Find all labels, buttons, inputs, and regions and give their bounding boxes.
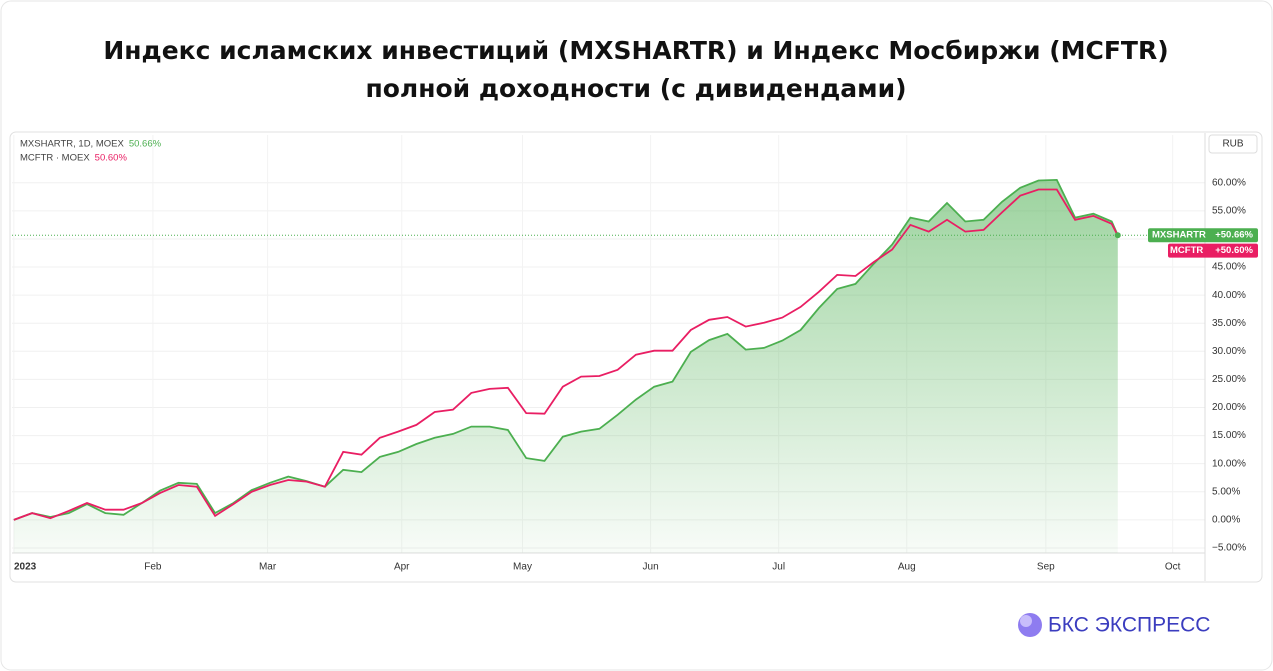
x-tick-label: 2023 [14,562,37,573]
legend-label: MCFTR · MOEX [20,153,90,164]
y-tick-label: 5.00% [1212,486,1240,497]
logo-text: БКС ЭКСПРЕСС [1048,614,1210,637]
y-tick-label: 55.00% [1212,205,1246,216]
series-line [13,178,1119,521]
x-tick-label: Jun [643,562,659,573]
y-tick-label: 40.00% [1212,290,1246,301]
price-tag [1168,243,1258,258]
price-tag-name: MXSHARTR [1152,230,1206,241]
y-tick-label: 20.00% [1212,402,1246,413]
x-tick-label: Oct [1165,562,1181,573]
logo-icon-highlight [1020,615,1032,627]
legend-label: MXSHARTR, 1D, MOEX [20,139,124,150]
title-line: Индекс исламских инвестиций (MXSHARTR) и… [103,36,1168,65]
price-tag [1148,228,1258,243]
y-tick-label: 0.00% [1212,514,1240,525]
x-tick-label: May [513,562,532,573]
y-tick-label: 15.00% [1212,430,1246,441]
area [13,179,1118,553]
title-line: полной доходности (с дивидендами) [365,74,906,103]
price-tag-value: +50.66% [1215,230,1253,241]
price-tag-name: MCFTR [1170,245,1203,256]
y-tick-label: −5.00% [1212,543,1246,554]
legend-value: 50.66% [129,139,162,150]
currency-box [1208,134,1258,154]
x-tick-label: Sep [1037,562,1055,573]
price-tag-value: +50.60% [1215,245,1253,256]
currency: RUB [1222,139,1243,150]
y-tick-label: 30.00% [1212,346,1246,357]
plot: −5.00% 0.00% 5.00% 10.00% 15.00% 20.00% 25.00%… [12,133,1258,581]
series-line [13,188,1119,521]
x-tick-label: Apr [394,562,410,573]
x-tick-label: Jul [772,562,785,573]
y-tick-label: 35.00% [1212,318,1246,329]
x-tick-label: Feb [144,562,162,573]
x-tick-label: Aug [898,562,916,573]
last-point [1114,232,1121,239]
x-tick-label: Mar [259,562,277,573]
y-tick-label: 45.00% [1212,262,1246,273]
y-tick-label: 10.00% [1212,458,1246,469]
y-tick-label: 25.00% [1212,374,1246,385]
y-tick-label: 60.00% [1212,177,1246,188]
legend-value: 50.60% [95,153,128,164]
